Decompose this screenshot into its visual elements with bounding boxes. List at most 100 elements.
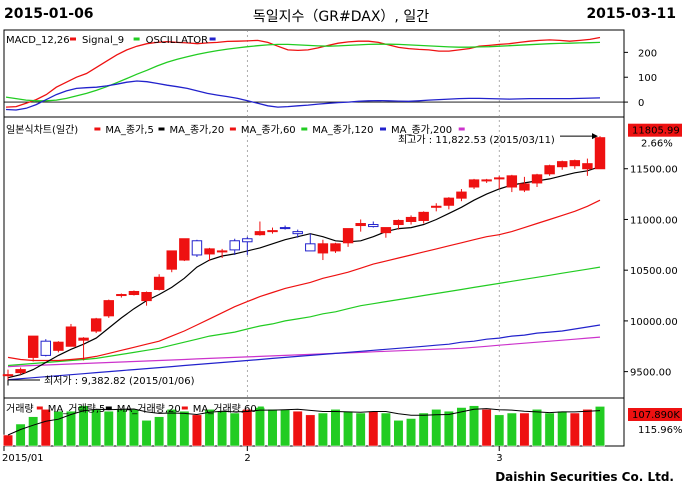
- price-ma-line: [7, 336, 601, 368]
- volume-bar: [544, 412, 555, 447]
- volume-bar: [582, 409, 593, 447]
- candle-body: [393, 219, 404, 226]
- macd-legend-label: OSCILLATOR: [146, 35, 209, 46]
- volume-bar: [78, 405, 89, 447]
- volume-bar: [305, 414, 316, 447]
- volume-bar: [166, 409, 177, 447]
- price-ma-line: [7, 199, 601, 362]
- volume-bar: [229, 412, 240, 447]
- candle-body: [166, 250, 177, 270]
- volume-bar: [141, 420, 152, 447]
- candle-body: [40, 340, 52, 356]
- candle-body: [216, 250, 228, 253]
- price-y-tick-label: 11000.00: [630, 215, 678, 226]
- price-legend-label: MA_종가,200: [391, 124, 452, 136]
- volume-legend-label: MA_거래량,60: [193, 403, 257, 415]
- volume-bar: [595, 406, 605, 447]
- macd-series-line: [5, 80, 601, 111]
- volume-bar: [494, 414, 505, 447]
- price-ma-line: [7, 266, 601, 367]
- header: 2015-01-06 독일지수（GR#DAX）, 일간 2015-03-11: [0, 0, 682, 30]
- candle-body: [254, 231, 266, 236]
- volume-bar: [557, 410, 568, 447]
- volume-bar: [456, 407, 467, 447]
- last-price-box: [628, 123, 682, 137]
- candle-body: [279, 227, 291, 230]
- candle-body: [128, 290, 140, 296]
- volume-legend-label: MA_거래량,20: [117, 403, 181, 415]
- candle-body: [179, 238, 190, 261]
- candle-body: [456, 191, 467, 199]
- volume-bar: [418, 412, 429, 447]
- candle-body: [481, 179, 492, 182]
- volume-bar: [40, 409, 51, 447]
- candle-body: [380, 227, 392, 234]
- price-y-tick-label: 10500.00: [630, 266, 678, 277]
- x-tick-label: 2: [244, 453, 250, 464]
- price-y-tick-label: 9500.00: [630, 368, 671, 379]
- volume-bar: [66, 410, 76, 447]
- volume-bar: [569, 412, 580, 447]
- candle-body: [494, 177, 505, 180]
- price-legend-label: 일본식차트(일간): [6, 124, 78, 136]
- candle-body: [65, 326, 77, 347]
- max-price-annotation: 최고가 : 11,822.53 (2015/03/11): [398, 134, 555, 146]
- candle-body: [355, 223, 366, 227]
- last-volume-change: 115.96%: [638, 425, 682, 436]
- candle-body: [204, 248, 215, 255]
- min-price-annotation: 최저가 : 9,382.82 (2015/01/06): [44, 375, 195, 387]
- brand-footer: Daishin Securities Co. Ltd.: [495, 470, 674, 484]
- volume-bar: [506, 412, 517, 447]
- candle-body: [116, 294, 127, 297]
- volume-ma-line: [7, 408, 601, 436]
- candle-body: [342, 228, 354, 244]
- volume-bar: [393, 420, 404, 447]
- volume-bar: [406, 418, 417, 447]
- volume-bar: [519, 412, 530, 447]
- candle-body: [153, 276, 165, 290]
- macd-legend-label: MACD_12,26: [6, 35, 70, 46]
- volume-bar: [469, 405, 480, 447]
- candle-body: [78, 337, 89, 341]
- macd-y-tick-label: 100: [638, 73, 657, 84]
- volume-bar: [154, 416, 165, 447]
- volume-legend-label: MA_거래량,5: [48, 403, 106, 415]
- last-price-label: 11805.99: [632, 126, 680, 137]
- volume-bar: [204, 409, 215, 447]
- candle-body: [90, 318, 102, 332]
- candle-body: [594, 137, 606, 170]
- macd-y-tick-label: 200: [638, 48, 657, 59]
- macd-series-line: [5, 36, 601, 108]
- volume-bar: [368, 410, 379, 447]
- candle-body: [531, 174, 543, 184]
- last-volume-label: 107.890K: [632, 410, 680, 421]
- price-y-tick-label: 10000.00: [630, 317, 678, 328]
- candle-body: [317, 243, 329, 254]
- volume-bar: [3, 434, 13, 447]
- x-tick-label: 2015/01: [2, 453, 44, 464]
- candle-body: [242, 238, 253, 243]
- last-volume-box: [628, 408, 682, 421]
- volume-legend-label: 거래량: [6, 403, 34, 415]
- candle-body: [418, 211, 429, 221]
- candle-body: [431, 205, 442, 208]
- candle-body: [556, 161, 568, 168]
- price-y-tick-label: 11500.00: [630, 165, 678, 176]
- volume-bar: [330, 409, 341, 447]
- candle-body: [519, 183, 530, 191]
- macd-y-tick-label: 0: [638, 98, 644, 109]
- volume-bar: [280, 409, 291, 447]
- chart-title: 독일지수（GR#DAX）, 일간: [252, 9, 430, 25]
- macd-series-line: [5, 41, 601, 102]
- volume-bar: [380, 412, 391, 447]
- last-change-label: 2.66%: [641, 139, 673, 150]
- candle-body: [368, 224, 379, 228]
- price-ma-line: [7, 324, 601, 381]
- volume-bar: [217, 410, 228, 447]
- price-legend-label: MA_종가,60: [241, 124, 296, 136]
- candle-body: [330, 243, 341, 252]
- volume-bar: [191, 414, 202, 447]
- candle-body: [229, 240, 240, 251]
- candle-body: [27, 335, 39, 358]
